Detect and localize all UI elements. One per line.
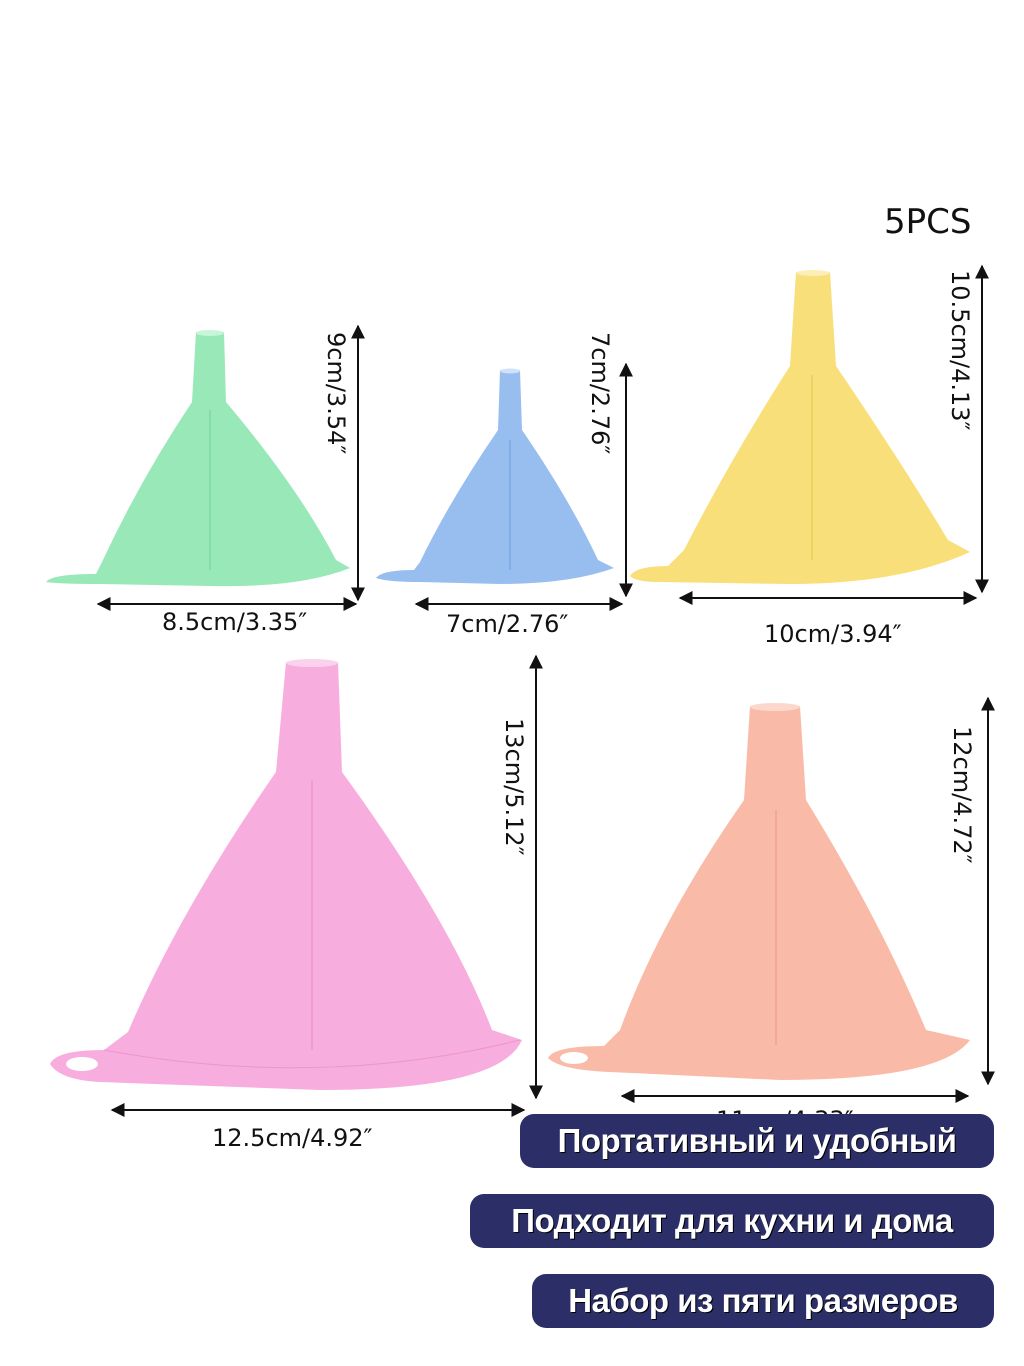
- dimension-lines-peach: [620, 696, 995, 1103]
- width-label-yellow: 10cm/3.94″: [764, 620, 902, 648]
- dimension-lines-yellow: [678, 264, 989, 605]
- dimension-lines-blue: [414, 362, 633, 611]
- height-label-green: 9cm/3.54″: [322, 332, 350, 455]
- width-label-blue: 7cm/2.76″: [446, 610, 569, 638]
- feature-badge-portable: Портативный и удобный: [520, 1114, 994, 1168]
- width-label-pink: 12.5cm/4.92″: [212, 1124, 373, 1152]
- funnel-green: [46, 330, 350, 587]
- dimension-lines-pink: [110, 654, 543, 1117]
- height-label-pink: 13cm/5.12″: [500, 718, 528, 856]
- width-label-green: 8.5cm/3.35″: [162, 608, 308, 636]
- funnel-yellow: [630, 270, 970, 584]
- height-label-yellow: 10.5cm/4.13″: [946, 270, 974, 431]
- funnel-peach: [548, 703, 970, 1080]
- feature-badge-kitchen-home: Подходит для кухни и дома: [470, 1194, 994, 1248]
- pack-count: 5PCS: [884, 202, 972, 242]
- height-label-peach: 12cm/4.72″: [948, 726, 976, 864]
- funnel-pink: [50, 659, 522, 1090]
- height-label-blue: 7cm/2.76″: [586, 332, 614, 455]
- funnel-blue: [376, 368, 614, 584]
- dimension-lines-green: [96, 324, 365, 611]
- feature-badge-five-sizes: Набор из пяти размеров: [532, 1274, 994, 1328]
